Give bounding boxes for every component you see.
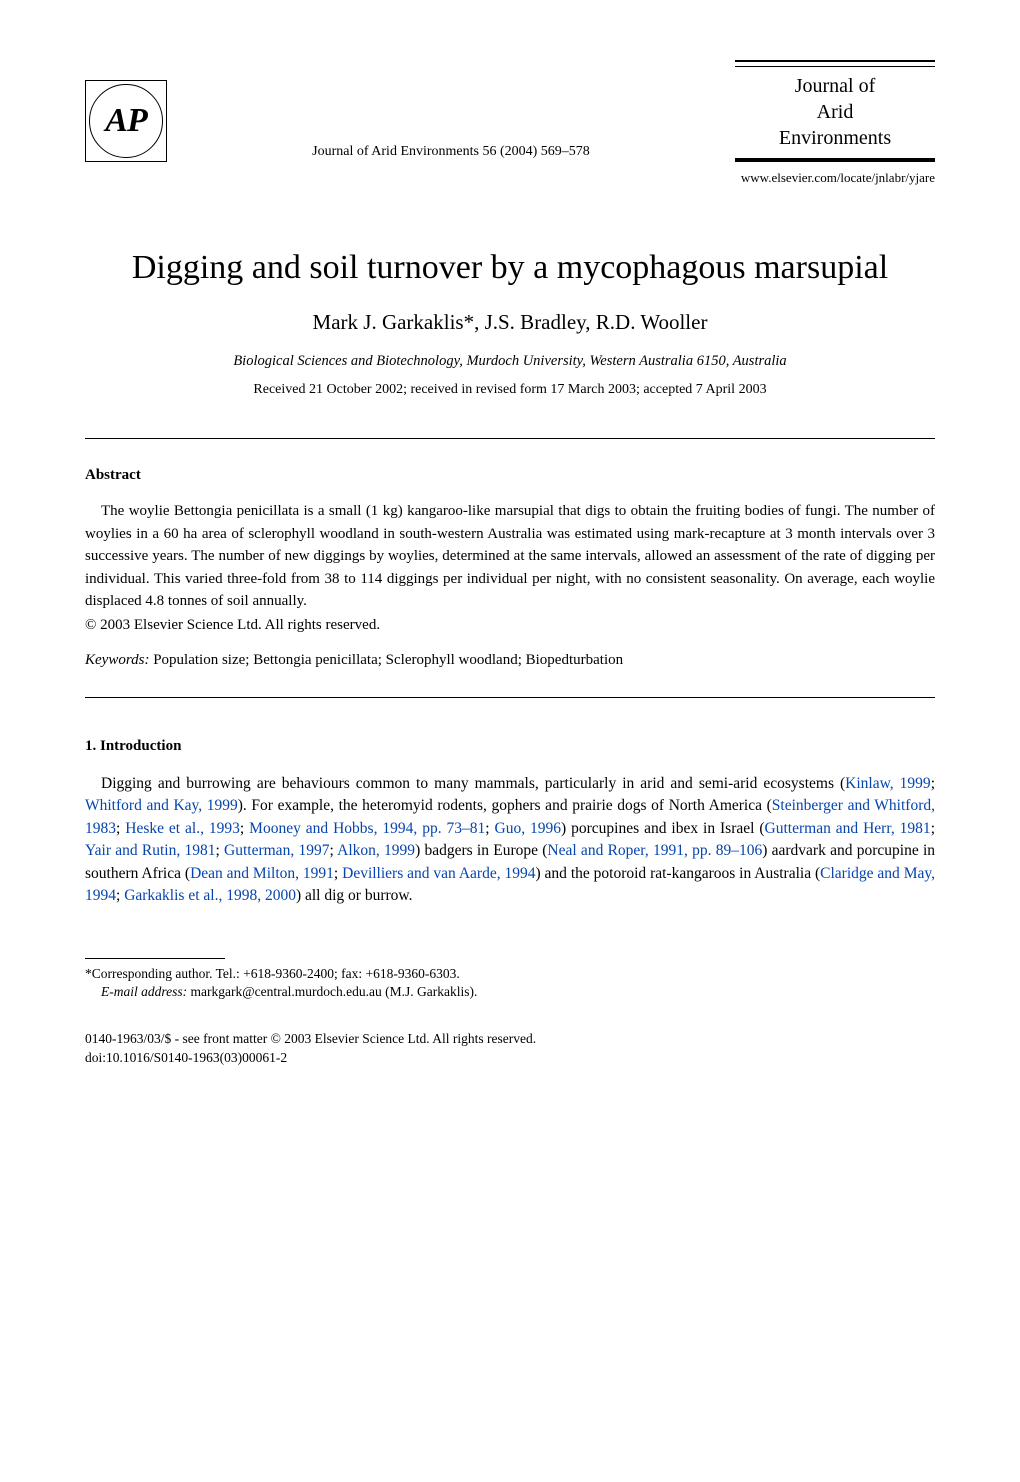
logo-text: AP xyxy=(105,102,146,140)
intro-text: ) and the potoroid rat-kangaroos in Aust… xyxy=(535,865,820,882)
intro-text: ) all dig or burrow. xyxy=(296,887,413,904)
journal-title-line3: Environments xyxy=(735,125,935,151)
intro-text: ; xyxy=(931,820,935,837)
keywords-text: Population size; Bettongia penicillata; … xyxy=(149,652,623,668)
section-divider xyxy=(85,438,935,439)
footnote: *Corresponding author. Tel.: +618-9360-2… xyxy=(85,965,935,1003)
journal-title-line2: Arid xyxy=(735,99,935,125)
intro-text: ; xyxy=(485,820,494,837)
abstract-body: The woylie Bettongia penicillata is a sm… xyxy=(85,503,935,609)
intro-text: Digging and burrowing are behaviours com… xyxy=(101,775,845,792)
citation-link[interactable]: Heske et al., 1993 xyxy=(125,820,240,837)
footer-line1: 0140-1963/03/$ - see front matter © 2003… xyxy=(85,1030,935,1049)
introduction-paragraph: Digging and burrowing are behaviours com… xyxy=(85,773,935,908)
journal-reference: Journal of Arid Environments 56 (2004) 5… xyxy=(167,144,735,160)
abstract-heading: Abstract xyxy=(85,467,935,484)
journal-url[interactable]: www.elsevier.com/locate/jnlabr/yjare xyxy=(85,170,935,186)
corresponding-author: *Corresponding author. Tel.: +618-9360-2… xyxy=(85,965,935,984)
citation-link[interactable]: Neal and Roper, 1991, pp. 89–106 xyxy=(547,842,762,859)
citation-link[interactable]: Guo, 1996 xyxy=(495,820,562,837)
citation-link[interactable]: Gutterman, 1997 xyxy=(224,842,329,859)
intro-text: ) porcupines and ibex in Israel ( xyxy=(561,820,765,837)
logo-circle: AP xyxy=(89,84,163,158)
citation-link[interactable]: Mooney and Hobbs, 1994, pp. 73–81 xyxy=(249,820,485,837)
citation-link[interactable]: Garkaklis et al., 1998, 2000 xyxy=(124,887,296,904)
intro-text: ). For example, the heteromyid rodents, … xyxy=(238,797,772,814)
intro-text: ; xyxy=(116,887,124,904)
header: AP Journal of Arid Environments 56 (2004… xyxy=(85,60,935,162)
article-title: Digging and soil turnover by a mycophago… xyxy=(85,246,935,290)
intro-text: ; xyxy=(931,775,935,792)
citation-link[interactable]: Dean and Milton, 1991 xyxy=(190,865,334,882)
email-address[interactable]: markgark@central.murdoch.edu.au (M.J. Ga… xyxy=(187,984,477,999)
intro-text: ) badgers in Europe ( xyxy=(415,842,547,859)
section-divider xyxy=(85,697,935,698)
keywords-label: Keywords: xyxy=(85,652,149,668)
footer-doi: doi:10.1016/S0140-1963(03)00061-2 xyxy=(85,1049,935,1068)
journal-title-box: Journal of Arid Environments xyxy=(735,60,935,162)
footer-info: 0140-1963/03/$ - see front matter © 2003… xyxy=(85,1030,935,1068)
keywords: Keywords: Population size; Bettongia pen… xyxy=(85,652,935,669)
publisher-logo: AP xyxy=(85,80,167,162)
citation-link[interactable]: Whitford and Kay, 1999 xyxy=(85,797,238,814)
citation-link[interactable]: Alkon, 1999 xyxy=(337,842,415,859)
intro-text: ; xyxy=(334,865,342,882)
abstract-copyright: © 2003 Elsevier Science Ltd. All rights … xyxy=(85,617,935,634)
citation-link[interactable]: Gutterman and Herr, 1981 xyxy=(765,820,931,837)
affiliation: Biological Sciences and Biotechnology, M… xyxy=(85,353,935,370)
footnote-divider xyxy=(85,958,225,959)
journal-title-line1: Journal of xyxy=(735,73,935,99)
intro-text: ; xyxy=(329,842,337,859)
abstract-text: The woylie Bettongia penicillata is a sm… xyxy=(85,500,935,613)
citation-link[interactable]: Devilliers and van Aarde, 1994 xyxy=(342,865,535,882)
citation-link[interactable]: Kinlaw, 1999 xyxy=(845,775,931,792)
email-label: E-mail address: xyxy=(101,984,187,999)
intro-text: ; xyxy=(116,820,125,837)
article-dates: Received 21 October 2002; received in re… xyxy=(85,382,935,398)
intro-text: ; xyxy=(240,820,249,837)
citation-link[interactable]: Yair and Rutin, 1981 xyxy=(85,842,215,859)
intro-text: ; xyxy=(215,842,224,859)
authors: Mark J. Garkaklis*, J.S. Bradley, R.D. W… xyxy=(85,310,935,335)
introduction-heading: 1. Introduction xyxy=(85,738,935,755)
